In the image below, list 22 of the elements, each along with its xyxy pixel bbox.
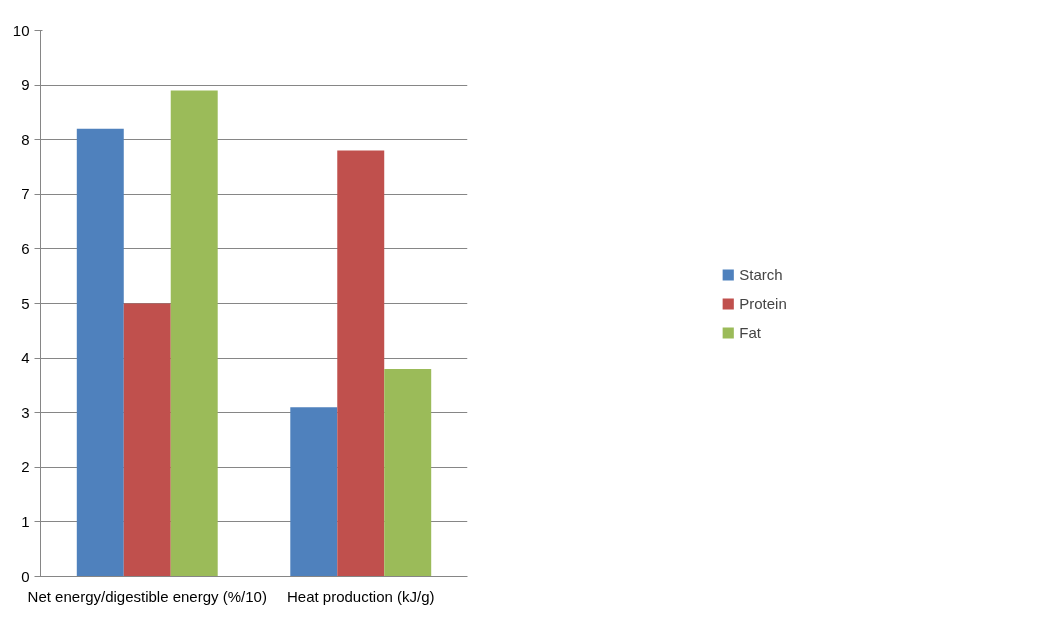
y-tick-label: 5 [21, 294, 30, 312]
bar [170, 90, 218, 577]
x-tick-label: Net energy/digestible energy (%/10) [27, 587, 267, 605]
bar [76, 128, 124, 577]
y-tick-label: 7 [21, 185, 30, 203]
y-tick-label: 9 [21, 76, 30, 94]
legend-label: Protein [739, 294, 787, 312]
y-tick-label: 8 [21, 130, 30, 148]
y-tick-label: 0 [21, 567, 30, 585]
legend-label: Fat [739, 323, 761, 341]
y-tick-label: 10 [12, 21, 30, 39]
y-tick-label: 2 [21, 458, 30, 476]
bar [337, 150, 385, 577]
y-tick-label: 4 [21, 349, 30, 367]
legend-label: Starch [739, 265, 783, 283]
bar [290, 407, 338, 577]
y-tick-label: 1 [21, 512, 30, 530]
x-tick-label: Heat production (kJ/g) [286, 587, 435, 605]
y-tick-label: 6 [21, 239, 30, 257]
y-tick-label: 3 [21, 403, 30, 421]
bar [384, 369, 432, 577]
bar [123, 303, 171, 577]
